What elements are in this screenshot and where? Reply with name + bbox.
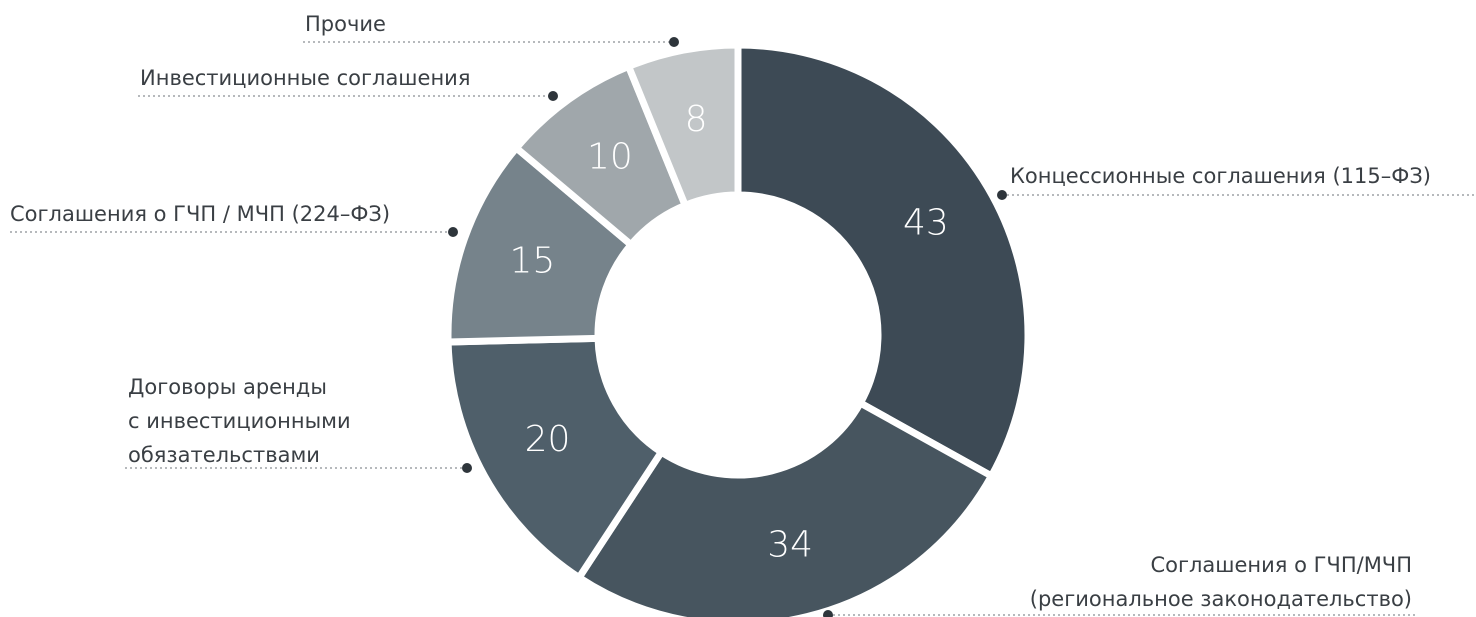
category-label: Соглашения о ГЧП/МЧП: [1150, 553, 1412, 577]
value-label: 10: [587, 137, 633, 178]
value-label: 34: [767, 525, 813, 566]
category-label: Соглашения о ГЧП / МЧП (224–ФЗ): [10, 202, 390, 226]
category-label: Концессионные соглашения (115–ФЗ): [1010, 164, 1431, 188]
leader-dot: [462, 463, 472, 473]
category-label: обязательствами: [128, 443, 320, 467]
leader-dot: [823, 610, 833, 617]
category-label: Инвестиционные соглашения: [140, 66, 470, 90]
donut-segment: [574, 398, 997, 617]
value-label: 20: [525, 419, 571, 460]
leader-dot: [548, 91, 558, 101]
value-label: 15: [509, 241, 555, 282]
value-label: 8: [685, 99, 708, 140]
category-label: Договоры аренды: [128, 375, 327, 399]
donut-segment: [624, 41, 742, 210]
category-label: (региональное законодательство): [1030, 587, 1412, 611]
category-label: с инвестиционными: [128, 409, 351, 433]
leader-dot: [997, 190, 1007, 200]
donut-segment: [444, 334, 667, 583]
category-label: Прочие: [305, 12, 386, 36]
leader-dot: [669, 37, 679, 47]
leader-dot: [448, 227, 458, 237]
value-label: 43: [903, 202, 949, 243]
donut-segment: [734, 41, 1032, 481]
